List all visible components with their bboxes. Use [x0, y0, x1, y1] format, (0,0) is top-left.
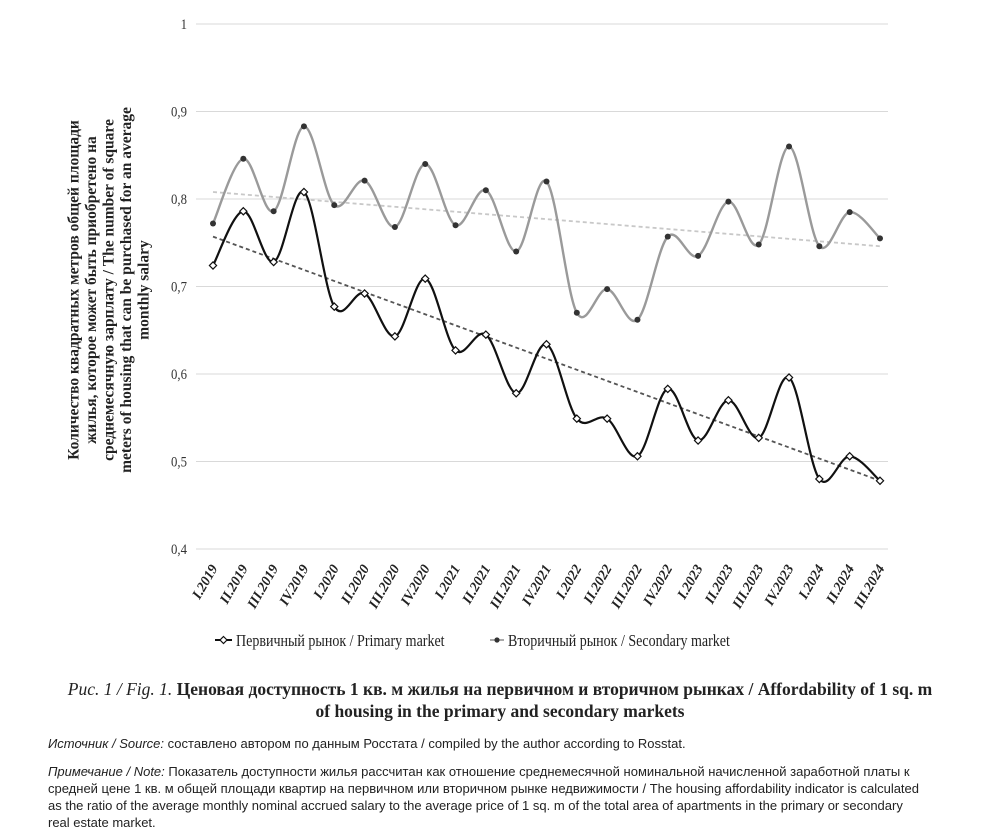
data-point-primary: [360, 289, 370, 298]
data-point-secondary: [725, 198, 732, 205]
x-tick-label: IV.2021: [519, 563, 555, 610]
data-point-secondary: [391, 224, 398, 230]
method-note: Примечание / Note: Показатель доступност…: [48, 763, 928, 831]
data-point-secondary: [846, 209, 853, 216]
data-point-primary: [511, 388, 521, 398]
x-tick-label: IV.2022: [641, 563, 677, 610]
x-tick-label: I.2023: [675, 563, 707, 603]
data-point-secondary: [331, 202, 338, 209]
y-tick-label: 0,7: [171, 280, 187, 296]
caption-title: Ценовая доступность 1 кв. м жилья на пер…: [176, 679, 933, 721]
data-point-primary: [845, 451, 855, 461]
data-point-secondary: [786, 143, 793, 150]
data-point-primary: [208, 261, 218, 270]
data-point-primary: [269, 257, 279, 267]
series-line-1: [211, 125, 881, 323]
source-label: Источник / Source:: [48, 736, 165, 751]
data-point-primary: [814, 474, 824, 484]
data-point-primary: [633, 451, 642, 461]
source-note: Источник / Source: составлено автором по…: [48, 735, 968, 752]
data-point-primary: [754, 433, 764, 443]
data-point-secondary: [816, 243, 823, 250]
data-point-primary: [875, 476, 885, 486]
data-point-secondary: [361, 177, 368, 184]
y-tick-label: 1: [181, 17, 187, 33]
x-tick-label: I.2024: [796, 563, 828, 603]
data-point-secondary: [240, 155, 247, 162]
x-tick-label: I.2020: [311, 563, 343, 603]
y-axis-label-line: monthly salary: [136, 240, 153, 340]
affordability-chart: 0,4 0,5 0,6 0,7 0,8 0,9 1 Количество квадратных…: [66, 17, 889, 650]
legend-label-primary: Первичный рынок / Primary market: [236, 632, 445, 650]
data-point-primary: [238, 206, 248, 216]
data-point-secondary: [210, 220, 216, 227]
x-tick-label: IV.2020: [398, 563, 434, 610]
y-axis-label-line: Количество квадратных метров общей площа…: [66, 120, 83, 460]
data-point-primary: [420, 274, 430, 284]
data-point-primary: [451, 345, 460, 355]
data-point-primary: [784, 373, 794, 382]
series-line-0: [212, 190, 881, 483]
legend-marker-secondary: [494, 637, 500, 643]
data-point-primary: [572, 414, 582, 424]
data-point-secondary: [573, 309, 580, 316]
legend-marker-primary: [219, 635, 228, 645]
y-tick-label: 0,6: [171, 367, 187, 383]
x-tick-label: I.2019: [189, 563, 221, 603]
y-axis-label-line: среднемесячную зарплату / The number of …: [101, 119, 118, 461]
trend-line-0: [212, 235, 881, 482]
data-point-primary: [329, 302, 339, 312]
data-point-secondary: [664, 233, 671, 240]
data-point-secondary: [452, 222, 459, 229]
data-point-primary: [299, 187, 309, 197]
note-text: Показатель доступности жилья рассчитан к…: [48, 764, 920, 830]
data-point-primary: [723, 395, 733, 405]
data-point-primary: [602, 414, 612, 424]
data-point-primary: [481, 330, 491, 340]
data-point-secondary: [300, 123, 307, 130]
data-point-secondary: [543, 178, 550, 185]
data-point-secondary: [877, 235, 883, 242]
data-point-secondary: [513, 248, 520, 255]
data-point-primary: [663, 384, 673, 394]
data-point-secondary: [482, 187, 489, 194]
figure-caption: Рис. 1 / Fig. 1. Ценовая доступность 1 к…: [60, 678, 940, 722]
caption-prefix: Рис. 1 / Fig. 1.: [67, 679, 173, 699]
x-tick-label: I.2021: [432, 563, 464, 603]
data-point-secondary: [422, 161, 429, 167]
data-point-secondary: [755, 241, 762, 248]
note-label: Примечание / Note:: [48, 764, 165, 779]
data-point-secondary: [634, 316, 641, 323]
x-tick-label: IV.2019: [277, 563, 313, 610]
data-point-primary: [542, 339, 551, 349]
y-tick-label: 0,8: [171, 192, 187, 208]
x-tick-label: I.2022: [553, 563, 585, 603]
x-tick-label: IV.2023: [762, 563, 798, 610]
data-point-secondary: [695, 252, 702, 259]
data-point-secondary: [604, 286, 611, 293]
data-point-secondary: [270, 208, 277, 215]
y-tick-label: 0,5: [171, 455, 187, 471]
y-tick-label: 0,9: [171, 105, 187, 121]
data-point-primary: [693, 436, 703, 445]
data-point-primary: [390, 331, 400, 341]
y-tick-label: 0,4: [171, 542, 187, 558]
y-axis-label-line: meters of housing that can be purchased …: [118, 107, 135, 473]
source-text: составлено автором по данным Росстата / …: [167, 736, 686, 751]
legend-label-secondary: Вторичный рынок / Secondary market: [508, 632, 731, 650]
y-axis-label-line: жилья, которое может быть приобретено на: [83, 136, 100, 444]
